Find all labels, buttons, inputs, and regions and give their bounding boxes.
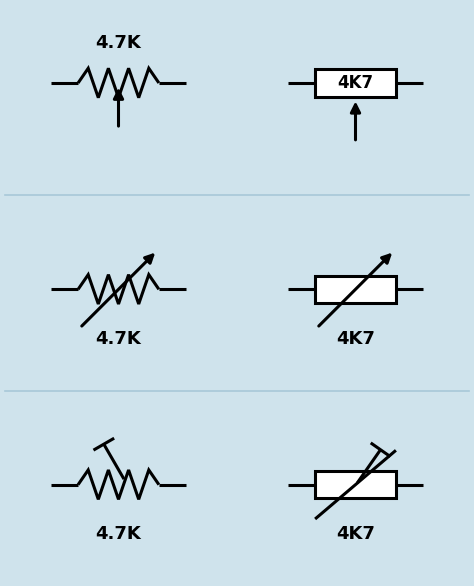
- Bar: [315, 471, 396, 499]
- Bar: [315, 69, 396, 97]
- Text: 4.7K: 4.7K: [96, 34, 141, 52]
- Bar: [315, 275, 396, 303]
- Text: 4K7: 4K7: [336, 330, 375, 347]
- Text: 4K7: 4K7: [337, 74, 374, 92]
- Text: 4K7: 4K7: [336, 525, 375, 543]
- Text: 4.7K: 4.7K: [96, 330, 141, 347]
- Text: 4.7K: 4.7K: [96, 525, 141, 543]
